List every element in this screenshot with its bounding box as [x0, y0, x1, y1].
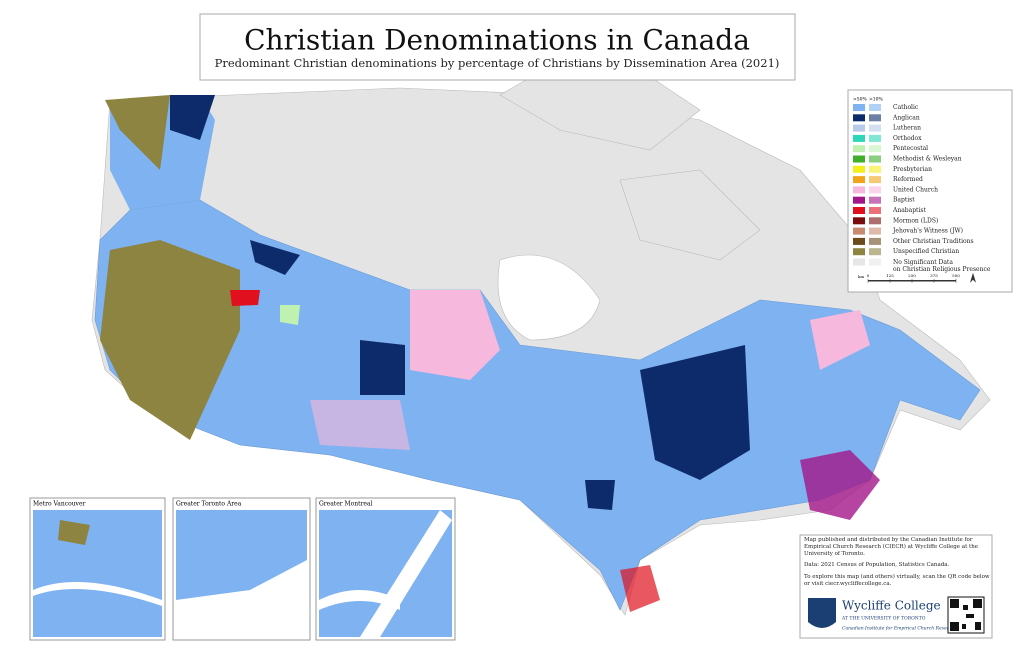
legend-swatch — [853, 196, 865, 204]
legend-label: No Significant Data on Christian Religiou… — [893, 259, 991, 273]
pentecostal-patch — [280, 305, 300, 325]
legend-label: Other Christian Traditions — [893, 238, 974, 245]
legend-swatch — [853, 176, 865, 184]
legend-label: Pentecostal — [893, 145, 928, 152]
labrador-united — [810, 310, 870, 370]
subtitle: Predominant Christian denominations by p… — [215, 56, 780, 70]
legend-swatch — [853, 155, 865, 163]
nwt-anglican — [250, 240, 300, 275]
legend-label: Catholic — [893, 104, 919, 111]
legend-swatch-hatched — [869, 227, 881, 235]
inset-vancouver: Metro Vancouver — [29, 497, 166, 641]
info-published: Map published and distributed by the Can… — [804, 537, 979, 558]
scale-tick-label: 250 — [908, 273, 916, 278]
legend-swatch — [853, 217, 865, 225]
prairie-united — [310, 400, 410, 450]
logo-name: Wycliffe College — [842, 599, 941, 613]
sask-anglican — [360, 340, 405, 395]
legend-label: Unspecified Christian — [893, 248, 959, 255]
ontario-mixed — [620, 565, 660, 612]
legend-label: Anabaptist — [892, 207, 926, 214]
legend-swatch — [853, 207, 865, 214]
inset-toronto: Greater Toronto Area — [172, 497, 311, 641]
logo-institute: Canadian Institute for Empirical Church … — [842, 626, 957, 632]
legend-label: Lutheran — [893, 125, 921, 132]
anabaptist-patch — [230, 290, 260, 306]
legend-swatch-hatched — [869, 134, 881, 142]
legend-label: Baptist — [893, 197, 915, 204]
info-text: Map published and distributed by the Can… — [804, 537, 990, 588]
inset-title: Metro Vancouver — [33, 501, 85, 508]
inset-title: Greater Montreal — [319, 501, 373, 508]
legend-swatch-hatched — [869, 237, 881, 245]
legend-label-part: No Significant Data — [893, 259, 953, 266]
legend-swatch-hatched — [869, 196, 881, 204]
legend-swatch — [853, 114, 865, 122]
legend-label: Mormon (LDS) — [893, 217, 938, 224]
hudson-bay — [497, 254, 601, 341]
info-data: Data: 2021 Census of Population, Statist… — [804, 562, 950, 569]
legend-swatch — [853, 258, 865, 266]
quebec-anglican — [640, 345, 750, 480]
ontario-anglican — [585, 480, 615, 510]
legend-swatch-hatched — [869, 155, 881, 163]
legend-swatch — [853, 248, 865, 256]
maritimes-baptist — [800, 450, 880, 520]
scale-unit: km — [858, 274, 864, 279]
legend-label-part: on Christian Religious Presence — [893, 266, 991, 273]
inset-montreal: Greater Montreal — [315, 497, 456, 641]
legend-swatch-hatched — [869, 248, 881, 256]
title: Christian Denominations in Canada — [244, 24, 750, 57]
logo-sub: AT THE UNIVERSITY OF TORONTO — [841, 616, 926, 622]
legend-swatch-hatched — [869, 258, 881, 266]
legend-swatch-hatched — [869, 165, 881, 173]
manitoba-united — [410, 290, 500, 380]
qr-code — [947, 596, 985, 634]
legend-label: United Church — [893, 186, 938, 193]
legend-column: >10% — [869, 97, 883, 103]
legend-swatch — [853, 134, 865, 142]
inset-title: Greater Toronto Area — [176, 501, 242, 508]
north-arrow — [970, 272, 976, 283]
legend-swatch — [853, 145, 865, 153]
legend-swatch — [853, 165, 865, 173]
legend-swatch — [853, 104, 865, 111]
legend-swatch — [853, 227, 865, 235]
legend-swatch-hatched — [869, 207, 881, 214]
scale-tick-label: 500 — [952, 273, 960, 278]
legend-swatch — [853, 237, 865, 245]
legend-swatch-hatched — [869, 176, 881, 184]
info-explore: To explore this map (and others) virtual… — [804, 573, 990, 587]
legend-swatch — [853, 124, 865, 132]
legend-swatch-hatched — [869, 124, 881, 132]
yukon-unspecified — [105, 95, 170, 170]
logo-shield — [808, 598, 836, 628]
scale-tick-label: 375 — [930, 273, 938, 278]
legend-swatch — [853, 186, 865, 194]
yukon-anglican — [170, 95, 215, 140]
legend-swatch-hatched — [869, 114, 881, 122]
legend-label: Anglican — [892, 114, 920, 121]
legend-label: Reformed — [893, 176, 923, 183]
title-box — [199, 13, 796, 81]
legend-swatch-hatched — [869, 186, 881, 194]
legend-swatch-hatched — [869, 145, 881, 153]
legend-swatch-hatched — [869, 104, 881, 111]
legend-label: Jehovah's Witness (JW) — [892, 228, 963, 235]
legend-label: Presbyterian — [893, 166, 932, 173]
legend-label: Orthodox — [893, 135, 922, 142]
bc-unspecified — [100, 240, 240, 440]
legend-label: Methodist & Wesleyan — [893, 156, 962, 163]
legend-swatch-hatched — [869, 217, 881, 225]
scale-tick-label: 125 — [886, 273, 894, 278]
legend: >50% >10% Catholic Anglican Lutheran Orthodox… — [853, 97, 991, 283]
legend-column: >50% — [853, 97, 867, 103]
scale-tick-label: 0 — [867, 273, 870, 278]
